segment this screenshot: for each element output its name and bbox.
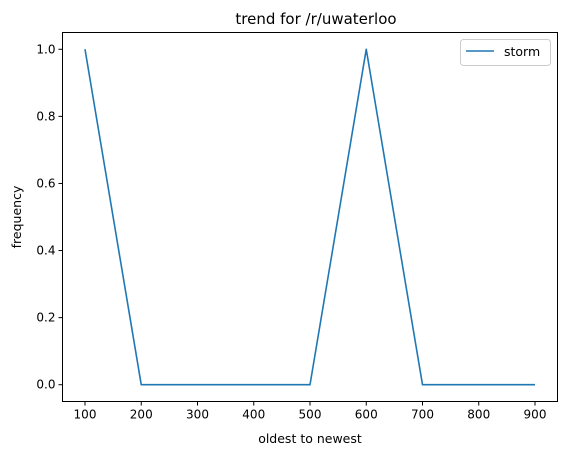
- legend-frame: [460, 39, 551, 66]
- y-tick-label: 0.2: [36, 311, 55, 325]
- y-tick-label: 0.0: [36, 378, 55, 392]
- x-tick-label: 700: [411, 408, 434, 422]
- y-axis-label: frequency: [9, 185, 24, 248]
- legend-label: storm: [504, 44, 540, 59]
- plot-frame: [62, 32, 558, 402]
- x-axis-ticks: 100 200 300 400 500 600 700 800 900: [74, 401, 547, 422]
- x-tick-label: 400: [242, 408, 265, 422]
- series-layer: [84, 48, 535, 386]
- chart-title: trend for /r/uwaterloo: [235, 10, 396, 28]
- y-tick-label: 0.4: [36, 244, 55, 258]
- x-tick-label: 600: [355, 408, 378, 422]
- x-tick-label: 200: [130, 408, 153, 422]
- x-tick-label: 300: [186, 408, 209, 422]
- plot-area: [62, 32, 558, 402]
- x-tick-label: 900: [524, 408, 547, 422]
- x-axis-label: oldest to newest: [258, 431, 362, 446]
- y-tick-label: 0.8: [36, 109, 55, 123]
- x-tick-label: 800: [467, 408, 490, 422]
- y-axis-ticks: 0.0 0.2 0.4 0.6 0.8 1.0: [36, 42, 63, 392]
- x-tick-label: 100: [74, 408, 97, 422]
- x-tick-label: 500: [299, 408, 322, 422]
- series-line-storm: [84, 48, 535, 386]
- y-tick-label: 0.6: [36, 176, 55, 190]
- y-tick-label: 1.0: [36, 42, 55, 56]
- legend: storm: [460, 39, 551, 66]
